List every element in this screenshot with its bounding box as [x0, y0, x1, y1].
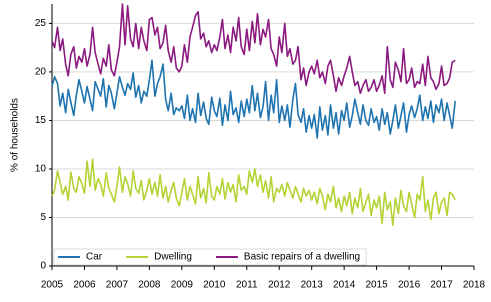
y-tick-label: 20	[35, 67, 47, 78]
x-tick-label: 2005	[41, 280, 64, 291]
x-tick-label: 2015	[365, 280, 388, 291]
x-tick-label: 2013	[301, 280, 324, 291]
x-tick-label: 2010	[203, 280, 226, 291]
legend-label: Dwelling	[154, 252, 192, 263]
legend: Car Dwelling Basic repairs of a dwelling	[53, 248, 367, 266]
series-line	[51, 3, 456, 95]
x-tick-label: 2009	[171, 280, 194, 291]
x-tick-label: 2008	[138, 280, 161, 291]
y-tick-label: 10	[35, 164, 47, 175]
x-tick-label: 2007	[106, 280, 129, 291]
x-tick-label: 2012	[268, 280, 291, 291]
x-tick-label: 2016	[398, 280, 421, 291]
y-tick-label: 15	[35, 115, 47, 126]
x-tick-label: 2006	[73, 280, 96, 291]
y-tick-label: 5	[40, 212, 46, 223]
x-tick-label: 2017	[430, 280, 453, 291]
legend-label: Car	[86, 252, 103, 263]
y-axis-label: % of households	[10, 98, 21, 172]
x-tick-label: 2018	[463, 280, 486, 291]
legend-label: Basic repairs of a dwelling	[244, 252, 360, 263]
y-tick-label: 25	[35, 18, 47, 29]
series-line	[51, 59, 456, 139]
y-tick-label: 0	[40, 261, 46, 272]
legend-box	[53, 248, 367, 266]
x-tick-label: 2014	[333, 280, 356, 291]
x-tick-label: 2011	[236, 280, 258, 291]
series-line	[51, 158, 456, 227]
